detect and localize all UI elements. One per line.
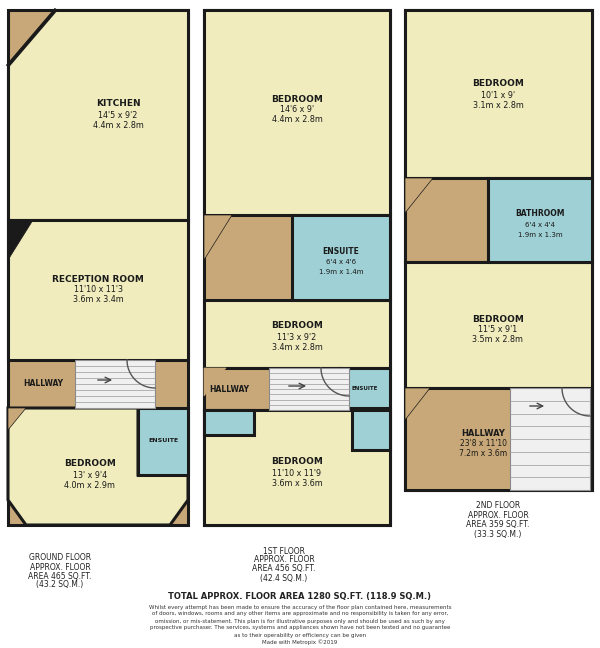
Text: TOTAL APPROX. FLOOR AREA 1280 SQ.FT. (118.9 SQ.M.): TOTAL APPROX. FLOOR AREA 1280 SQ.FT. (11… (169, 592, 431, 601)
Text: AREA 465 SQ.FT.: AREA 465 SQ.FT. (28, 572, 92, 581)
Bar (352, 410, 390, 450)
Polygon shape (204, 368, 226, 396)
Text: BEDROOM: BEDROOM (472, 314, 524, 323)
Text: as to their operability or efficiency can be given: as to their operability or efficiency ca… (234, 632, 366, 638)
Bar (204, 10, 390, 215)
Text: HALLWAY: HALLWAY (461, 428, 505, 437)
Text: Whilst every attempt has been made to ensure the accuracy of the floor plan cont: Whilst every attempt has been made to en… (149, 605, 451, 610)
Text: (42.4 SQ.M.): (42.4 SQ.M.) (260, 573, 308, 583)
Text: 4.4m x 2.8m: 4.4m x 2.8m (272, 115, 322, 124)
Bar (75, 360, 155, 408)
Text: 3.6m x 3.6m: 3.6m x 3.6m (272, 478, 322, 487)
Text: omission, or mis-statement. This plan is for illustrative purposes only and shou: omission, or mis-statement. This plan is… (155, 618, 445, 623)
Bar (292, 215, 390, 300)
Text: BEDROOM: BEDROOM (472, 80, 524, 89)
Text: 2ND FLOOR: 2ND FLOOR (476, 500, 520, 509)
Polygon shape (8, 10, 188, 220)
Bar (204, 410, 390, 525)
Text: BEDROOM: BEDROOM (271, 457, 323, 467)
Bar (405, 388, 592, 490)
Text: 6'4 x 4'4: 6'4 x 4'4 (525, 222, 555, 228)
Text: HALLWAY: HALLWAY (23, 380, 63, 389)
Bar (405, 10, 592, 490)
Bar (405, 178, 488, 262)
Text: of doors, windows, rooms and any other items are approximate and no responsibili: of doors, windows, rooms and any other i… (152, 612, 448, 616)
Bar (405, 262, 592, 388)
Text: 3.6m x 3.4m: 3.6m x 3.4m (73, 295, 124, 305)
Text: 1.9m x 1.3m: 1.9m x 1.3m (518, 232, 562, 238)
Text: HALLWAY: HALLWAY (209, 384, 249, 393)
Polygon shape (405, 178, 433, 213)
Text: 11'10 x 11'9: 11'10 x 11'9 (272, 469, 322, 478)
Bar (510, 388, 590, 490)
Bar (204, 300, 390, 368)
Bar (204, 410, 254, 435)
Polygon shape (8, 408, 188, 525)
Text: 14'6 x 9': 14'6 x 9' (280, 106, 314, 115)
Text: AREA 359 SQ.FT.: AREA 359 SQ.FT. (466, 520, 530, 529)
Text: BEDROOM: BEDROOM (271, 95, 323, 104)
Text: 1ST FLOOR: 1ST FLOOR (263, 546, 305, 555)
Text: 3.5m x 2.8m: 3.5m x 2.8m (473, 336, 523, 345)
Text: APPROX. FLOOR: APPROX. FLOOR (29, 562, 91, 572)
Text: 10'1 x 9': 10'1 x 9' (481, 91, 515, 100)
Bar (8, 220, 188, 360)
Bar (340, 368, 390, 408)
Text: KITCHEN: KITCHEN (95, 100, 140, 108)
Polygon shape (405, 388, 430, 420)
Text: (43.2 SQ.M.): (43.2 SQ.M.) (37, 581, 83, 590)
Text: RECEPTION ROOM: RECEPTION ROOM (52, 275, 144, 284)
Text: 4.0m x 2.9m: 4.0m x 2.9m (65, 481, 115, 489)
Text: 6'4 x 4'6: 6'4 x 4'6 (326, 259, 356, 265)
Text: 7.2m x 3.6m: 7.2m x 3.6m (459, 450, 507, 459)
Text: BATHROOM: BATHROOM (515, 209, 565, 218)
Text: 23'8 x 11'10: 23'8 x 11'10 (460, 439, 506, 448)
Bar (138, 408, 188, 475)
Text: 11'10 x 11'3: 11'10 x 11'3 (74, 286, 122, 294)
Text: 1.9m x 1.4m: 1.9m x 1.4m (319, 269, 363, 275)
Text: (33.3 SQ.M.): (33.3 SQ.M.) (475, 531, 521, 540)
Text: prospective purchaser. The services, systems and appliances shown have not been : prospective purchaser. The services, sys… (150, 625, 450, 631)
Text: 4.4m x 2.8m: 4.4m x 2.8m (92, 121, 143, 130)
Text: Made with Metropix ©2019: Made with Metropix ©2019 (262, 639, 338, 645)
Text: AREA 456 SQ.FT.: AREA 456 SQ.FT. (253, 564, 316, 573)
Text: 3.1m x 2.8m: 3.1m x 2.8m (473, 100, 523, 110)
Text: 11'5 x 9'1: 11'5 x 9'1 (478, 325, 518, 334)
Text: APPROX. FLOOR: APPROX. FLOOR (467, 511, 529, 520)
Text: BEDROOM: BEDROOM (271, 321, 323, 330)
Polygon shape (8, 220, 33, 260)
Text: GROUND FLOOR: GROUND FLOOR (29, 553, 91, 562)
Text: ENSUITE: ENSUITE (352, 386, 378, 391)
Text: 3.4m x 2.8m: 3.4m x 2.8m (272, 343, 322, 351)
Text: ENSUITE: ENSUITE (148, 439, 178, 443)
Polygon shape (8, 408, 26, 430)
Bar (204, 10, 390, 525)
Text: BEDROOM: BEDROOM (64, 459, 116, 469)
Bar (405, 10, 592, 178)
Text: APPROX. FLOOR: APPROX. FLOOR (254, 555, 314, 564)
Bar (8, 10, 188, 525)
Bar (269, 368, 349, 410)
Polygon shape (204, 215, 232, 260)
Text: 14'5 x 9'2: 14'5 x 9'2 (98, 111, 137, 119)
Bar (204, 368, 340, 410)
Text: ENSUITE: ENSUITE (323, 246, 359, 255)
Text: 13' x 9'4: 13' x 9'4 (73, 470, 107, 480)
Bar (488, 178, 592, 262)
Text: 11'3 x 9'2: 11'3 x 9'2 (277, 332, 317, 341)
